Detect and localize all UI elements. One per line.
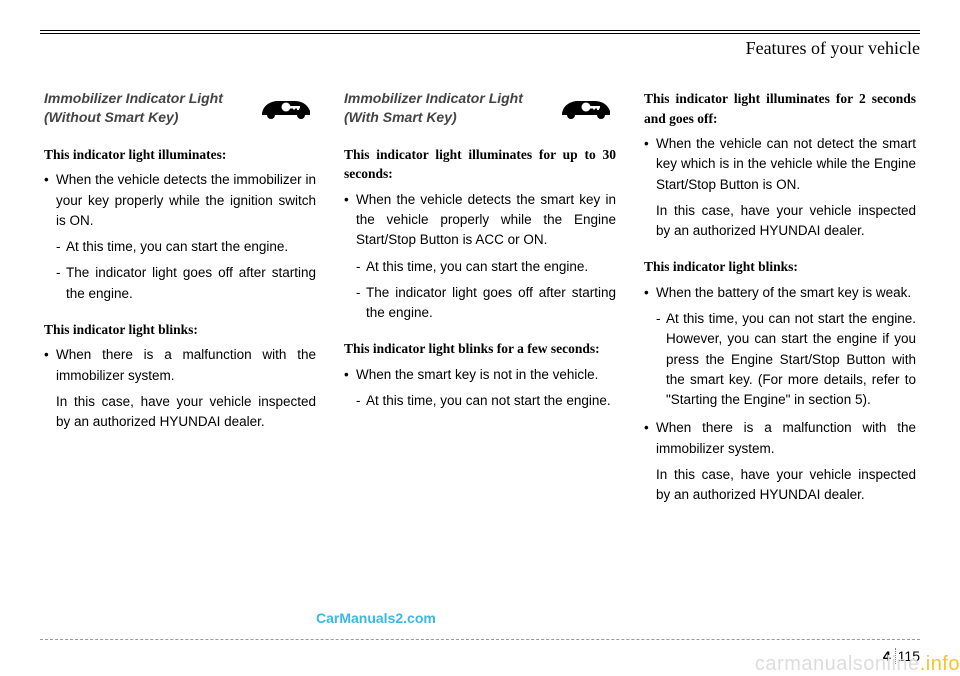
sub-item: At this time, you can start the engine. [356,257,616,277]
bullet-text: When the battery of the smart key is wea… [656,285,911,300]
section-heading-row: Immobilizer Indicator Light (With Smart … [344,89,616,127]
bullet-list: When the vehicle detects the smart key i… [344,190,616,324]
sub-item: At this time, you can start the engine. [56,237,316,257]
section-heading-row: Immobilizer Indicator Light (Without Sma… [44,89,316,127]
bullet-list: When the battery of the smart key is wea… [644,283,916,506]
bullet-list: When the vehicle can not detect the smar… [644,134,916,241]
sub-item: The indicator light goes off after start… [56,263,316,304]
footer-text-a: carmanualsonline [755,653,920,675]
bullet-text: When the vehicle detects the immobilizer… [56,172,316,228]
sub-item: At this time, you can not start the engi… [356,391,616,411]
list-item: When the battery of the smart key is wea… [644,283,916,411]
column-1: Immobilizer Indicator Light (Without Sma… [44,89,316,521]
header-title: Features of your vehicle [40,38,920,59]
list-item: When the vehicle can not detect the smar… [644,134,916,241]
bullet-list: When there is a malfunction with the imm… [44,345,316,432]
sub-item: At this time, you can not start the engi… [656,309,916,410]
watermark-carmanuals2: CarManuals2.com [316,610,436,626]
manual-page: Features of your vehicle Immobilizer Ind… [0,0,960,676]
sub-item: The indicator light goes off after start… [356,283,616,324]
bullet-text: When there is a malfunction with the imm… [656,420,916,455]
footer-dashed-line [40,639,920,640]
column-2: Immobilizer Indicator Light (With Smart … [344,89,616,521]
subhead: This indicator light blinks: [644,257,916,277]
bullet-text: When there is a malfunction with the imm… [56,347,316,382]
list-item: When the vehicle detects the immobilizer… [44,170,316,304]
list-item: When there is a malfunction with the imm… [44,345,316,432]
content-columns: Immobilizer Indicator Light (Without Sma… [40,89,920,521]
header-rule [40,30,920,34]
follow-text: In this case, have your vehicle inspecte… [656,201,916,242]
list-item: When there is a malfunction with the imm… [644,418,916,505]
column-3: This indicator light illuminates for 2 s… [644,89,916,521]
subhead: This indicator light blinks: [44,320,316,340]
subhead: This indicator light illuminates for 2 s… [644,89,916,128]
list-item: When the smart key is not in the vehicle… [344,365,616,412]
bullet-list: When the smart key is not in the vehicle… [344,365,616,412]
section-title: Immobilizer Indicator Light (With Smart … [344,89,546,127]
subhead: This indicator light blinks for a few se… [344,339,616,359]
watermark-carmanualsonline: carmanualsonline.info [755,653,960,676]
bullet-text: When the vehicle can not detect the smar… [656,136,916,192]
immobilizer-icon [256,89,316,123]
subhead: This indicator light illuminates for up … [344,145,616,184]
follow-text: In this case, have your vehicle inspecte… [656,465,916,506]
follow-text: In this case, have your vehicle inspecte… [56,392,316,433]
list-item: When the vehicle detects the smart key i… [344,190,616,324]
subhead: This indicator light illuminates: [44,145,316,165]
bullet-text: When the vehicle detects the smart key i… [356,192,616,248]
section-title: Immobilizer Indicator Light (Without Sma… [44,89,246,127]
bullet-list: When the vehicle detects the immobilizer… [44,170,316,304]
immobilizer-icon [556,89,616,123]
bullet-text: When the smart key is not in the vehicle… [356,367,598,382]
footer-text-b: .info [920,653,960,675]
